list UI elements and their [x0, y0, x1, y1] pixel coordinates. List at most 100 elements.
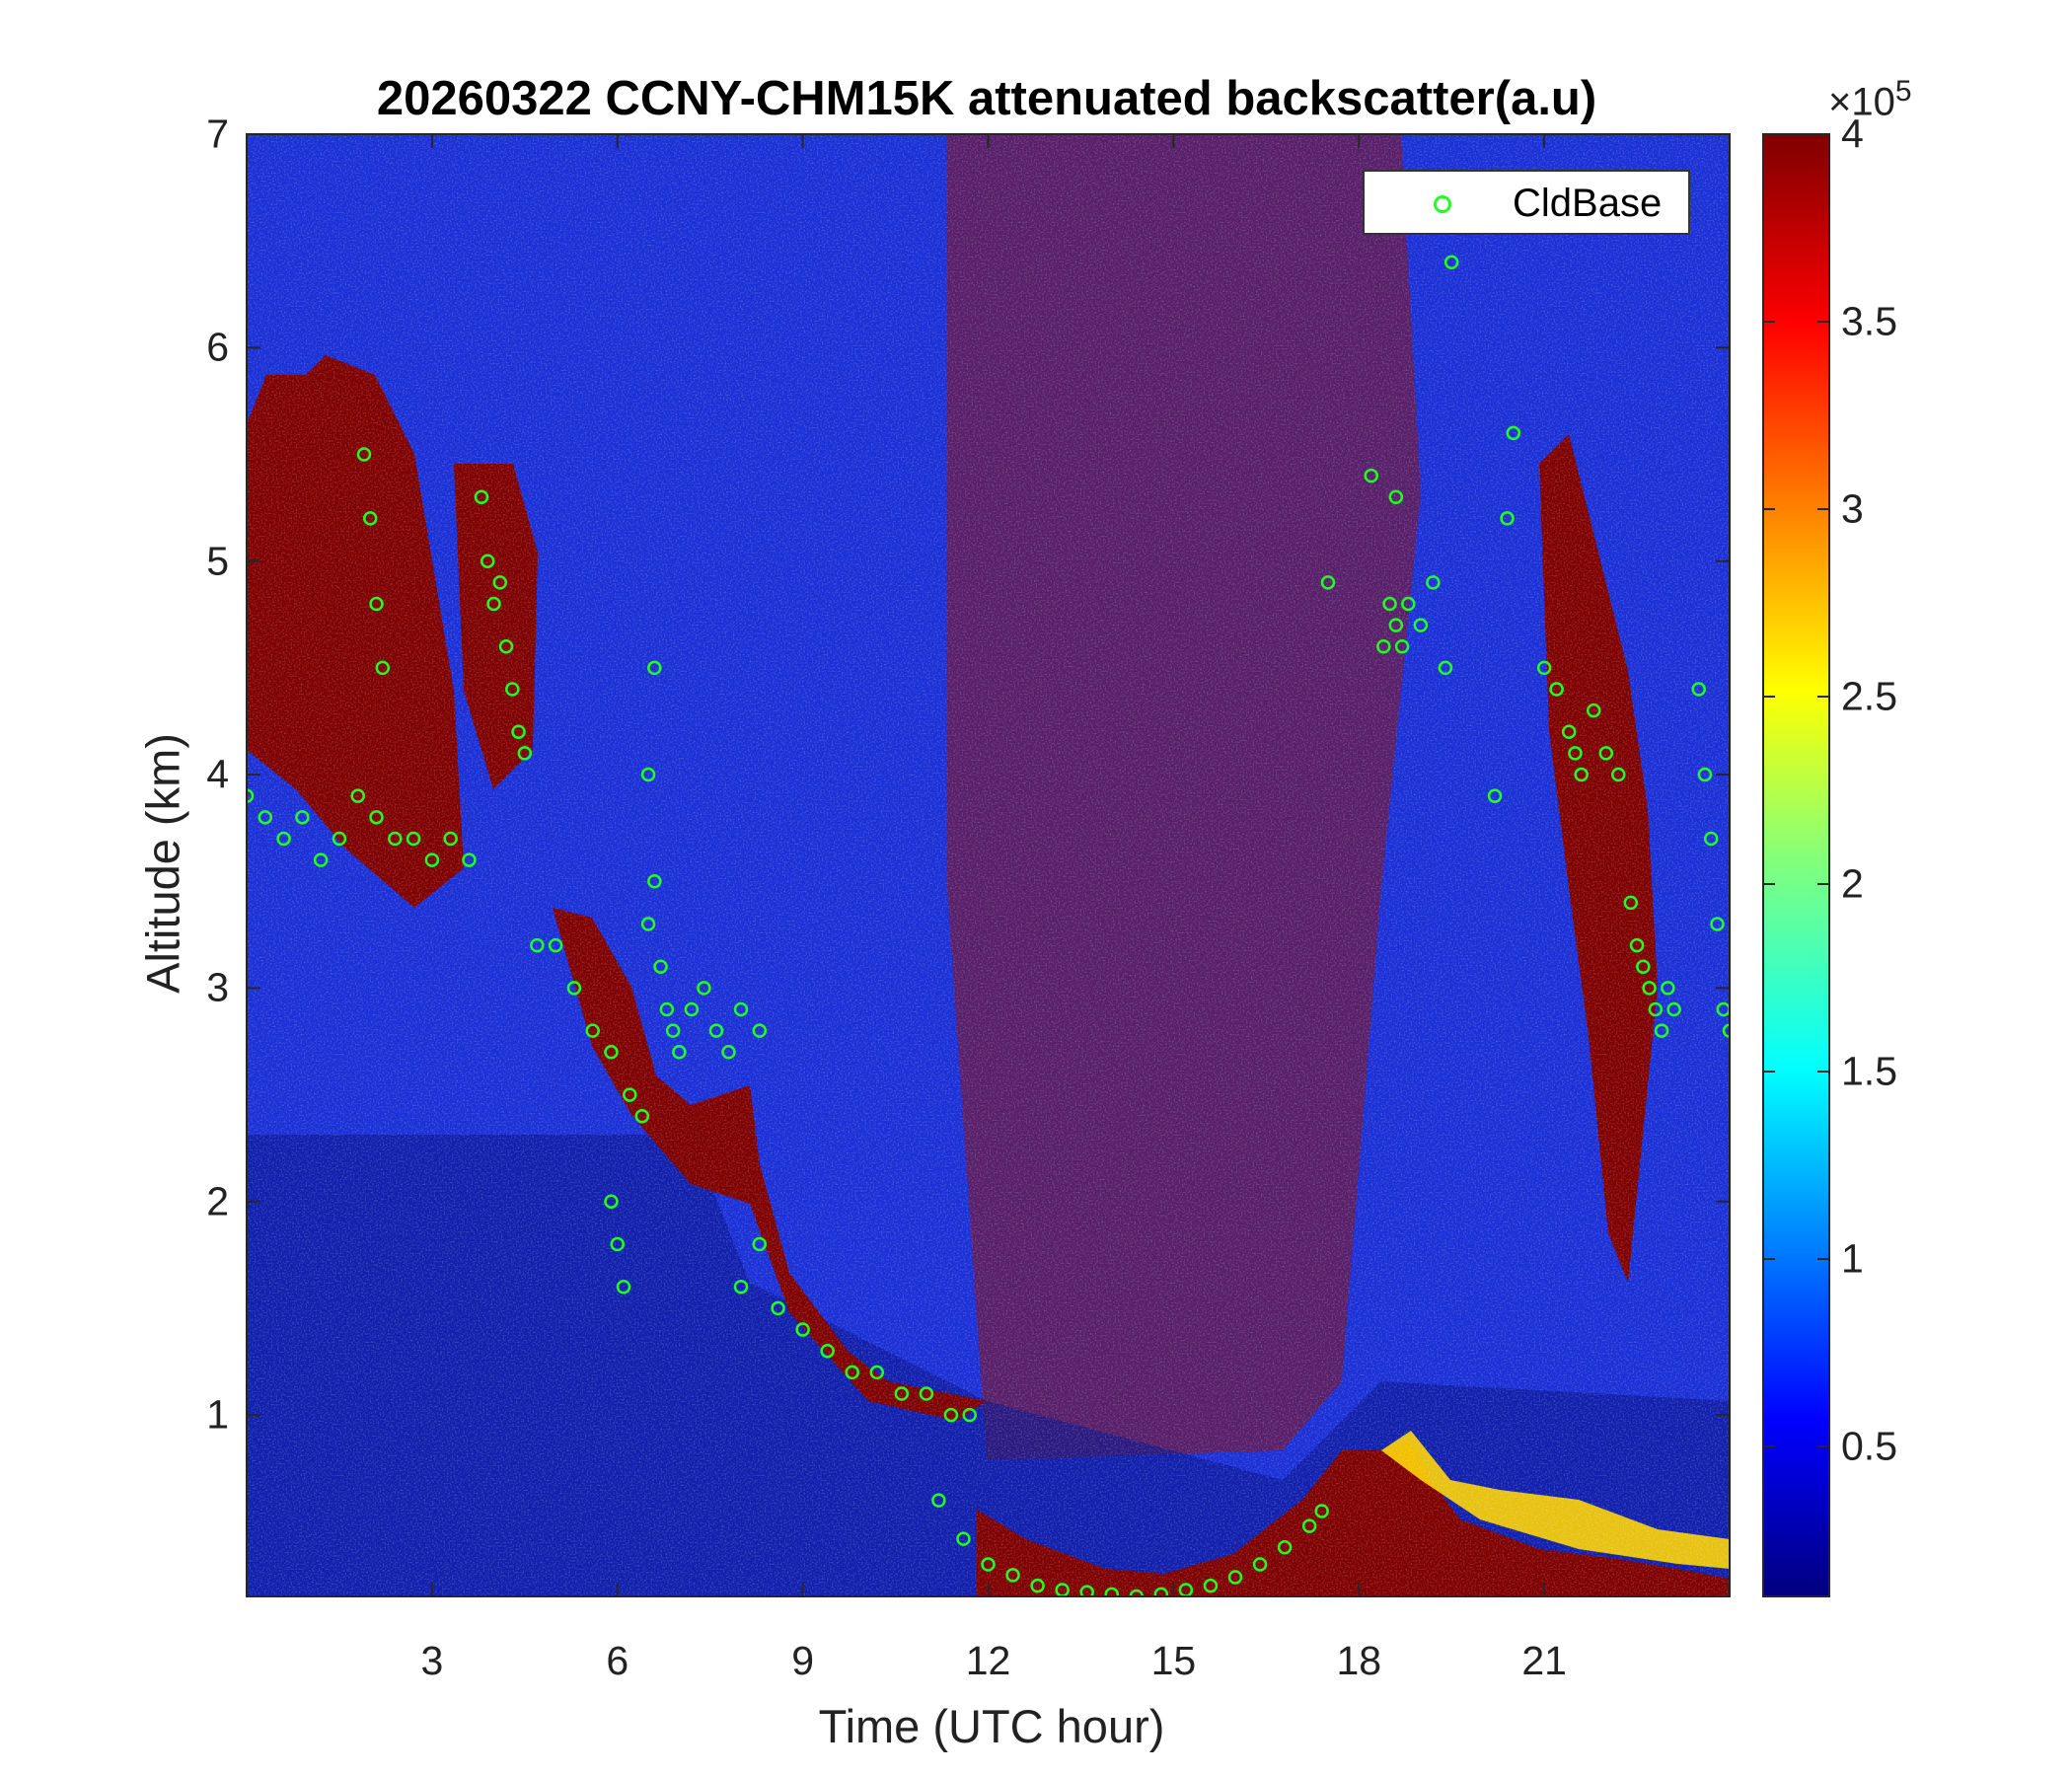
cldbase-point [480, 554, 495, 568]
cldbase-point [1623, 895, 1639, 911]
cldbase-point [1320, 575, 1336, 590]
cldbase-point [1598, 746, 1613, 761]
plot-area [246, 133, 1731, 1597]
cldbase-point [1536, 660, 1552, 676]
cldbase-point [653, 959, 668, 975]
cldbase-point [1104, 1587, 1119, 1596]
cldbase-point [733, 1280, 749, 1295]
cldbase-point [647, 660, 662, 676]
cldbase-point [258, 810, 273, 825]
cldbase-point [1586, 703, 1601, 718]
cldbase-point [492, 575, 508, 590]
cldbase-point [406, 831, 421, 847]
cldbase-point [894, 1386, 910, 1401]
cldbase-point [530, 937, 545, 953]
cldbase-point [505, 682, 520, 697]
cldbase-point [1376, 638, 1391, 654]
cldbase-point [1203, 1578, 1219, 1593]
cldbase-point [332, 831, 347, 847]
backscatter-speckle-noise [247, 134, 1730, 1596]
colorbar [1762, 133, 1830, 1597]
cldbase-point [474, 489, 489, 505]
x-tick-label: 21 [1521, 1638, 1567, 1683]
cldbase-point [1364, 468, 1379, 483]
cldbase-point [517, 746, 533, 761]
y-axis-label: Altitude (km) [136, 733, 189, 994]
cldbase-point [610, 1236, 625, 1252]
x-axis-label: Time (UTC hour) [818, 1700, 1165, 1752]
colorbar-tick-label: 0.5 [1841, 1423, 1897, 1469]
x-tick-label: 9 [791, 1638, 815, 1683]
cldbase-point [640, 917, 656, 931]
cldbase-point [313, 852, 329, 867]
cldbase-point [276, 831, 291, 847]
cldbase-point [388, 831, 403, 847]
cldbase-point [369, 810, 384, 825]
cldbase-point [548, 937, 563, 953]
cldbase-point [1413, 618, 1429, 632]
cldbase-point [733, 1001, 749, 1017]
colorbar-tick-label: 3.5 [1841, 298, 1897, 344]
cldbase-point [647, 873, 662, 889]
cldbase-points [247, 255, 1730, 1596]
colorbar-ticks [1763, 133, 1829, 1447]
cldbase-point [1388, 618, 1404, 632]
cldbase-point [1629, 937, 1645, 953]
cldbase-point [1388, 489, 1404, 505]
cldbase-point [1710, 917, 1725, 931]
cldbase-point [363, 511, 378, 526]
cldbase-point [1506, 425, 1521, 441]
y-tick-label: 6 [206, 324, 229, 370]
cldbase-point [1227, 1570, 1243, 1585]
cldbase-point [1661, 981, 1675, 996]
cldbase-point [1697, 767, 1713, 782]
y-tick-label: 3 [206, 964, 229, 1010]
cldbase-point [1642, 981, 1657, 996]
cldbase-point [369, 596, 384, 612]
cldbase-point [1277, 1539, 1293, 1555]
cldbase-point [1005, 1568, 1020, 1583]
y-tick-label: 1 [206, 1391, 229, 1438]
cldbase-point [1654, 1023, 1669, 1038]
colorbar-tick-label: 1 [1841, 1235, 1864, 1282]
cldbase-point [1611, 767, 1626, 782]
cldbase-point [604, 1194, 619, 1210]
cldbase-point [1549, 682, 1564, 697]
cldbase-point [247, 788, 255, 803]
legend-marker-circle-icon [1434, 195, 1451, 213]
cldbase-point [1703, 831, 1719, 847]
cldbase-point [845, 1365, 859, 1380]
cldbase-point [604, 1045, 619, 1060]
x-ticks [430, 134, 1546, 1596]
cldbase-point [1666, 1001, 1681, 1017]
cldbase-point [721, 1045, 736, 1060]
colorbar-exponent: ×105 [1828, 75, 1912, 124]
cldbase-point [616, 1280, 631, 1295]
cldbase-point [684, 1001, 700, 1017]
x-tick-label: 15 [1150, 1638, 1197, 1683]
colorbar-tick-label: 3 [1841, 485, 1864, 532]
x-tick-label: 3 [420, 1638, 444, 1683]
cldbase-point [931, 1493, 946, 1508]
cldbase-point [659, 1001, 675, 1017]
cldbase-point [919, 1386, 934, 1401]
legend: CldBase [1363, 170, 1690, 235]
colorbar-frame [1762, 133, 1830, 1597]
cldbase-point [511, 724, 526, 740]
cldbase-point [1314, 1504, 1329, 1518]
cldbase-point [634, 1108, 650, 1124]
cldbase-point [708, 1023, 724, 1038]
cldbase-point [424, 852, 440, 867]
y-tick-label: 2 [206, 1178, 229, 1224]
cldbase-point [1153, 1587, 1169, 1596]
cldbase-point [1301, 1518, 1317, 1533]
cldbase-point [1722, 1023, 1730, 1038]
colorbar-tick-label: 1.5 [1841, 1048, 1897, 1094]
cldbase-point [795, 1322, 810, 1337]
legend-label: CldBase [1513, 182, 1663, 225]
cldbase-point [1382, 596, 1397, 612]
cldbase-point [1443, 255, 1459, 270]
y-tick-label: 5 [206, 538, 229, 584]
